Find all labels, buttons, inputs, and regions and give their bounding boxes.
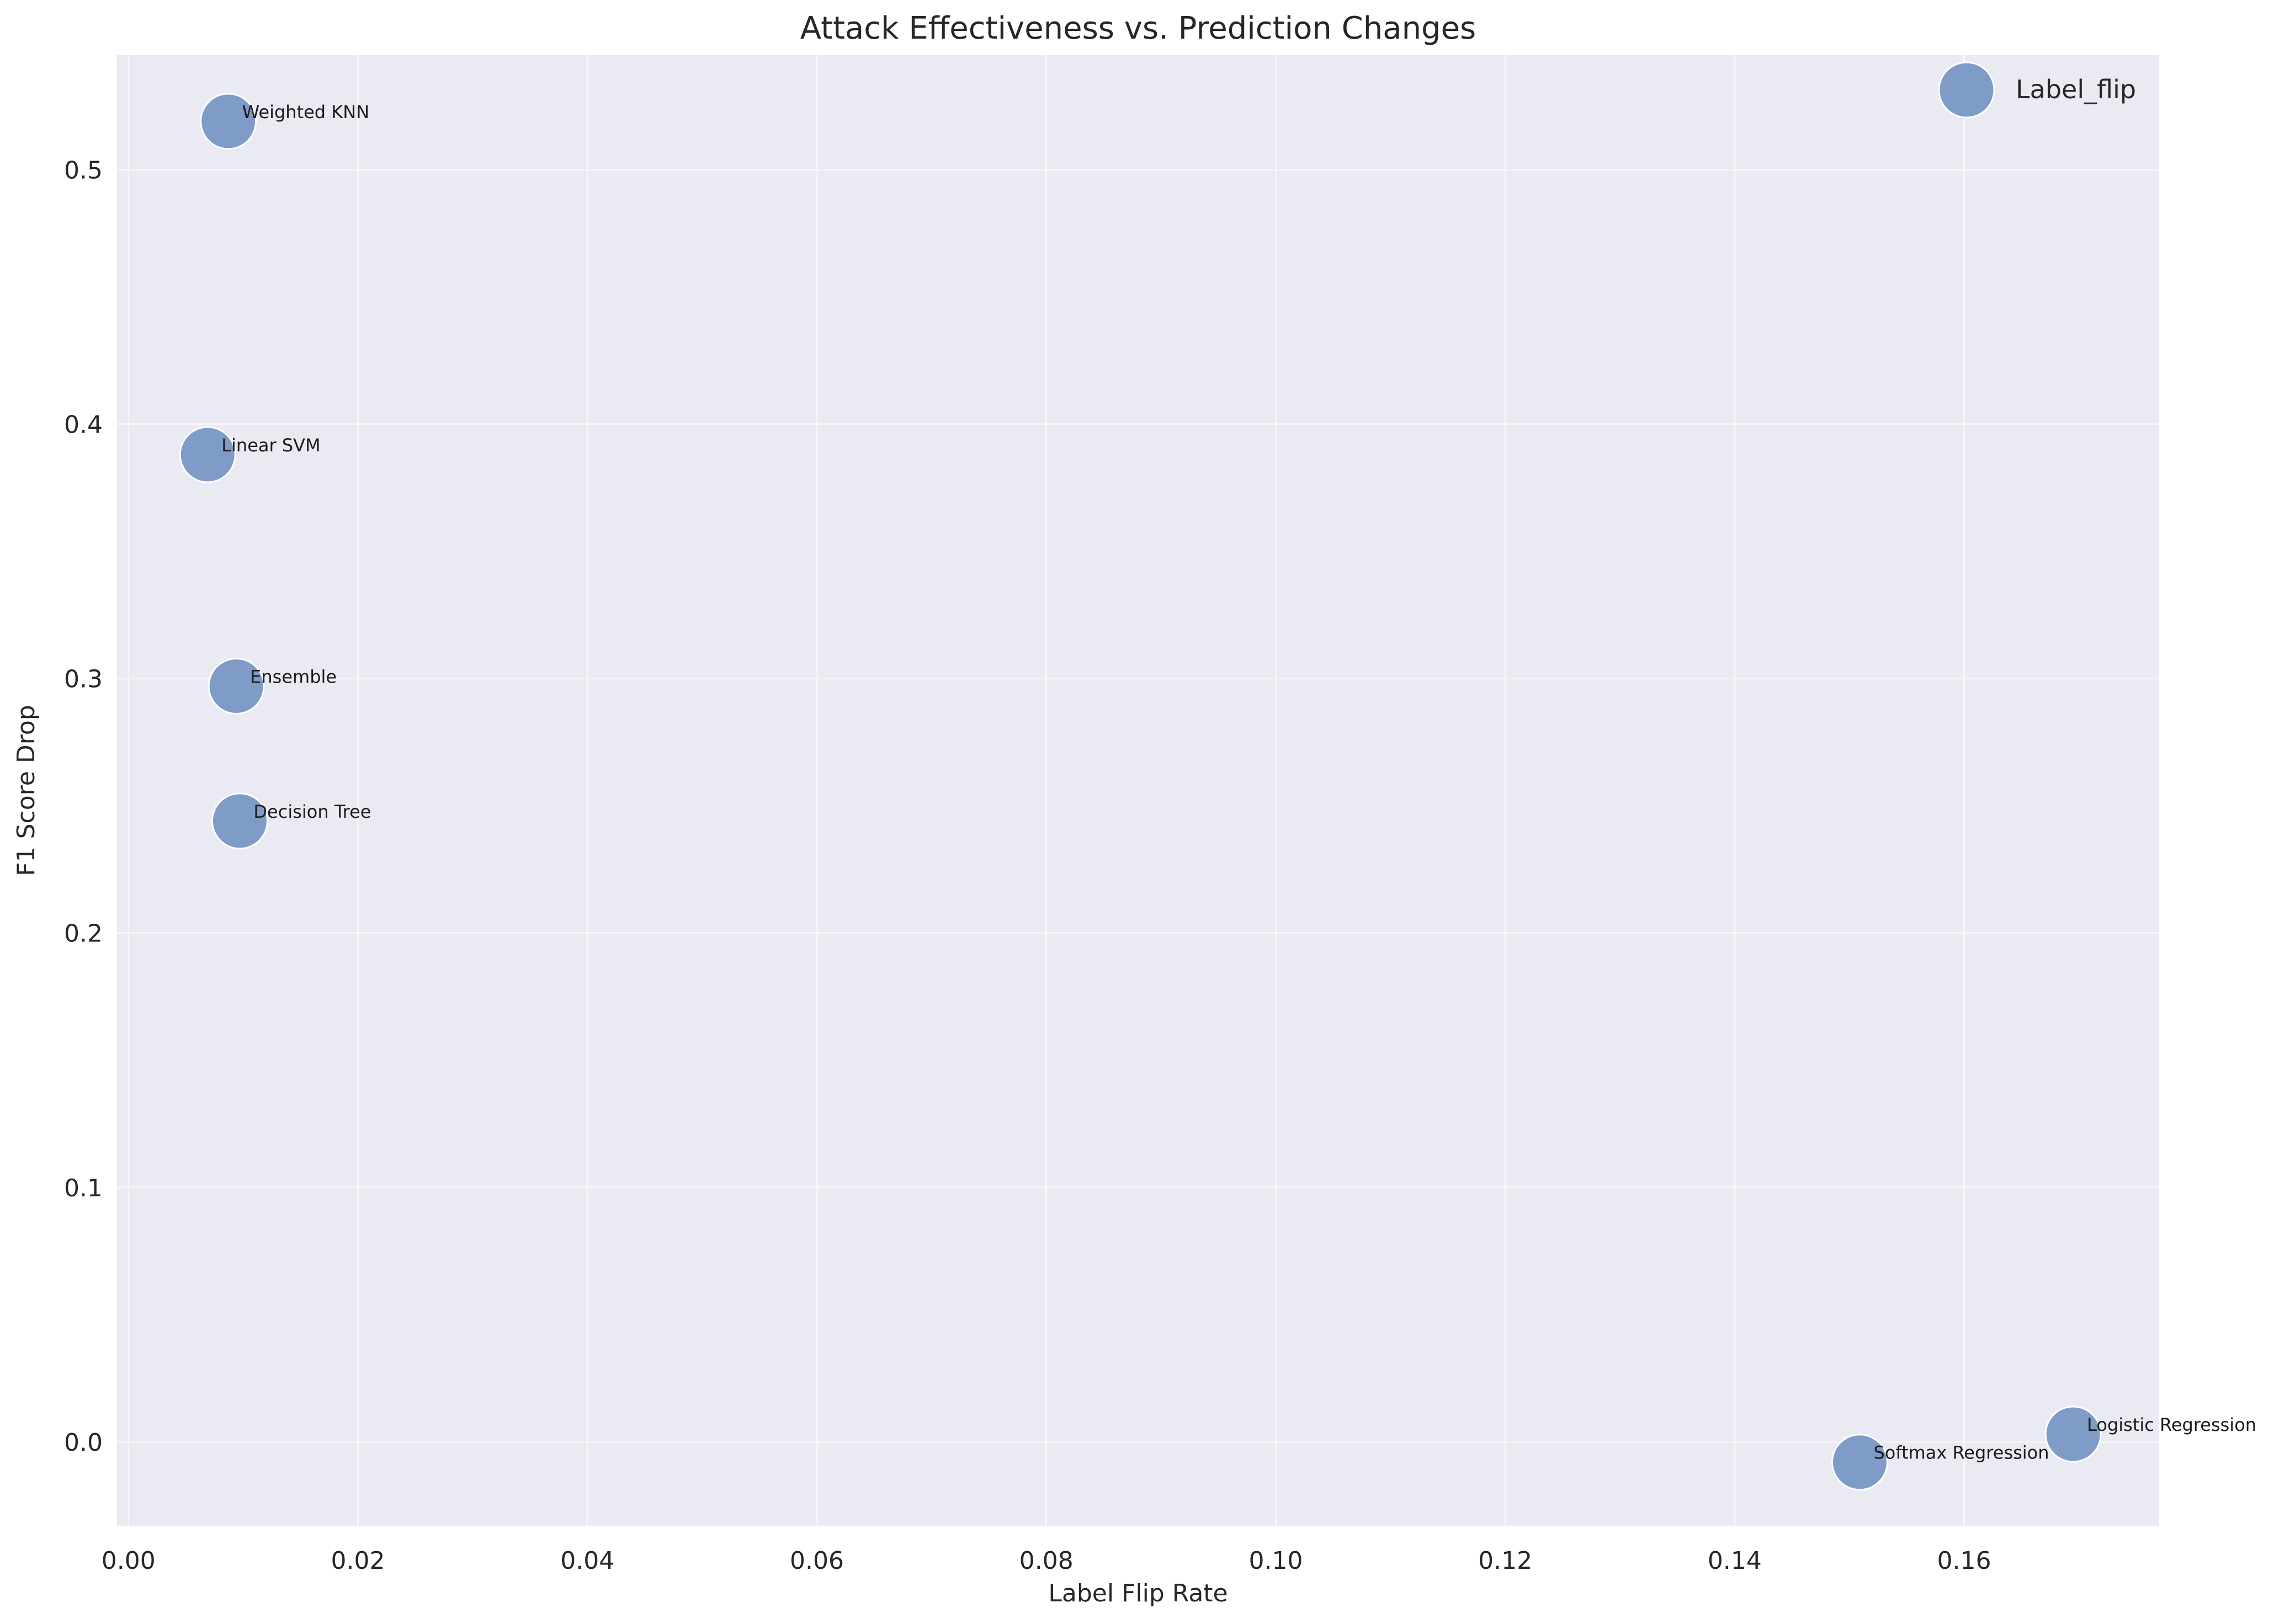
- point-label: Weighted KNN: [242, 102, 370, 123]
- x-tick-label: 0.06: [790, 1547, 844, 1575]
- point-label: Logistic Regression: [2087, 1414, 2256, 1435]
- y-tick-label: 0.4: [64, 411, 103, 439]
- scatter-point: [211, 792, 268, 850]
- x-tick-label: 0.08: [1019, 1547, 1074, 1575]
- x-tick-label: 0.14: [1708, 1547, 1762, 1575]
- y-axis-label: F1 Score Drop: [12, 705, 40, 876]
- legend-label: Label_flip: [2016, 74, 2136, 104]
- point-label: Softmax Regression: [1873, 1442, 2049, 1463]
- tick-labels: 0.00 0.02 0.04 0.06 0.08 0.10 0.12 0.14 0.16 0.0 0…: [64, 156, 1991, 1575]
- x-tick-label: 0.12: [1478, 1547, 1532, 1575]
- y-tick-label: 0.3: [64, 665, 103, 694]
- data-points: [179, 93, 2102, 1491]
- point-labels: Weighted KNN Linear SVM Ensemble Decision T…: [221, 102, 2256, 1463]
- chart-title: Attack Effectiveness vs. Prediction Chan…: [800, 10, 1476, 46]
- x-tick-label: 0.16: [1937, 1547, 1991, 1575]
- x-tick-label: 0.04: [560, 1547, 614, 1575]
- y-tick-label: 0.1: [64, 1174, 103, 1202]
- scatter-point: [208, 657, 265, 715]
- scatter-point: [179, 426, 236, 483]
- y-tick-label: 0.2: [64, 920, 103, 948]
- legend: Label_flip: [1938, 61, 2136, 119]
- legend-marker: [1938, 61, 1995, 119]
- point-label: Ensemble: [250, 666, 337, 687]
- scatter-point: [2044, 1405, 2102, 1463]
- x-tick-label: 0.00: [102, 1547, 156, 1575]
- x-axis-label: Label Flip Rate: [1048, 1579, 1228, 1607]
- x-tick-label: 0.02: [331, 1547, 385, 1575]
- point-label: Linear SVM: [221, 435, 320, 456]
- plot-background: [117, 55, 2159, 1526]
- scatter-point: [1831, 1434, 1888, 1491]
- grid-layer: [117, 55, 2159, 1526]
- scatter-point: [200, 93, 257, 150]
- y-tick-label: 0.0: [64, 1429, 103, 1457]
- y-tick-label: 0.5: [64, 156, 103, 184]
- point-label: Decision Tree: [253, 801, 371, 822]
- x-tick-label: 0.10: [1248, 1547, 1303, 1575]
